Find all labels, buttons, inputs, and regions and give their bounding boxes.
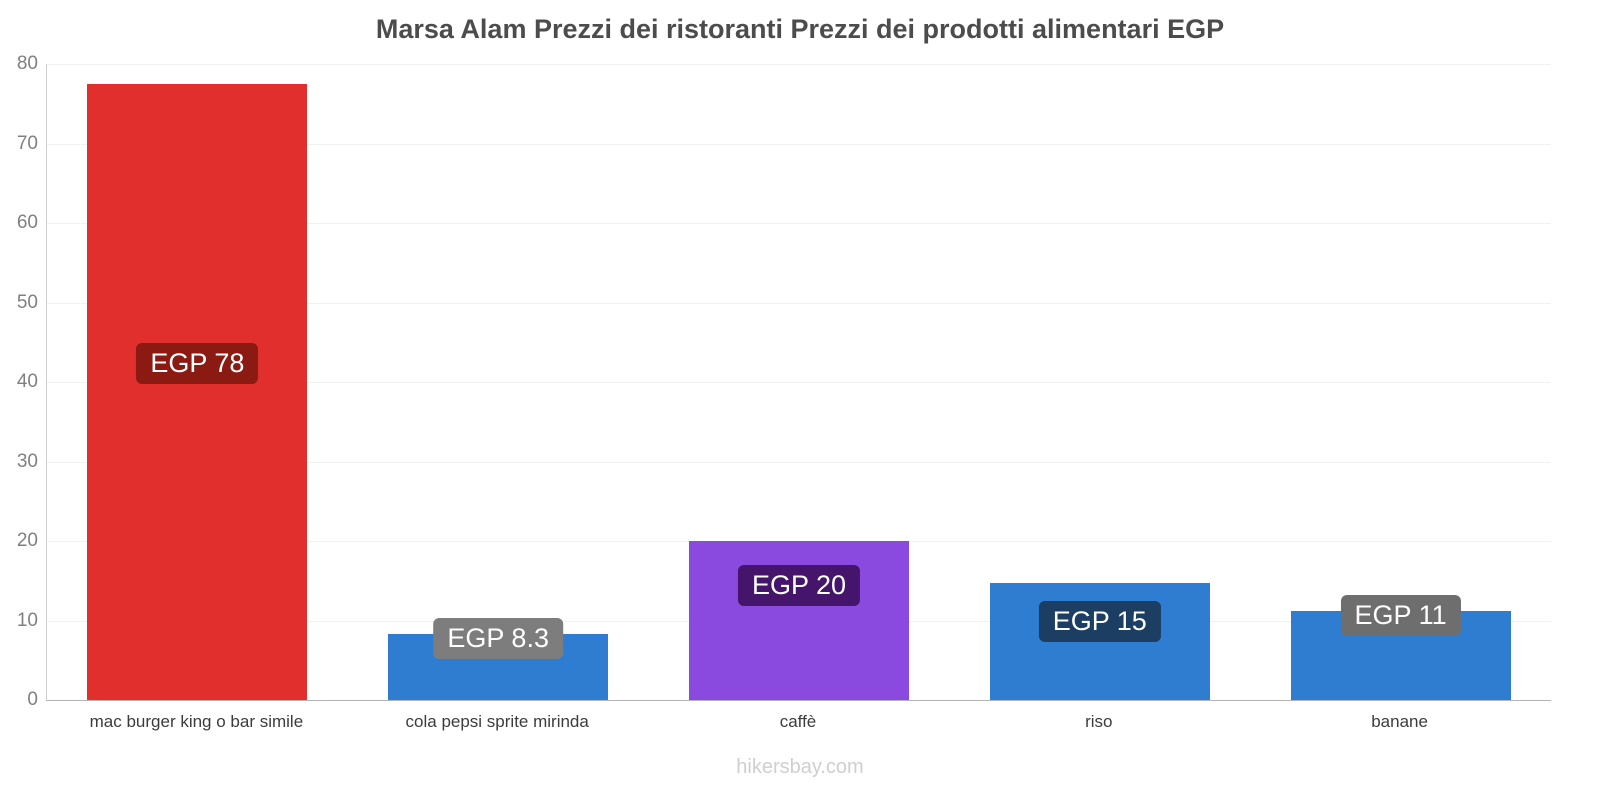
gridline bbox=[47, 223, 1551, 224]
bar-column: EGP 11 bbox=[1250, 64, 1551, 700]
bar-column: EGP 78 bbox=[47, 64, 348, 700]
x-category-label: banane bbox=[1371, 712, 1428, 731]
bar-1 bbox=[87, 83, 308, 700]
y-axis-tick-label: 50 bbox=[16, 291, 38, 313]
plot-area: EGP 78 EGP 8.3 EGP 20 EGP 15 EGP 11 bbox=[46, 64, 1551, 701]
bar-value-label: EGP 78 bbox=[136, 342, 259, 384]
x-category-label: mac burger king o bar simile bbox=[89, 712, 304, 731]
gridline bbox=[47, 64, 1551, 65]
x-category-label: riso bbox=[1085, 712, 1113, 731]
x-axis: mac burger king o bar simile cola pepsi s… bbox=[46, 712, 1550, 732]
y-axis-tick-label: 80 bbox=[16, 53, 38, 74]
x-category-label: cola pepsi sprite mirinda bbox=[405, 712, 589, 731]
gridline bbox=[47, 382, 1551, 383]
y-axis-tick-label: 30 bbox=[16, 450, 38, 472]
bars-group: EGP 78 EGP 8.3 EGP 20 EGP 15 EGP 11 bbox=[47, 64, 1551, 700]
bar-value-label: EGP 20 bbox=[737, 564, 861, 606]
y-axis-tick-label: 40 bbox=[16, 371, 38, 392]
watermark-text: hikersbay.com bbox=[736, 756, 864, 778]
bar-value-label: EGP 8.3 bbox=[433, 618, 563, 659]
bar-column: EGP 8.3 bbox=[348, 64, 649, 700]
y-axis: 0 10 20 30 40 50 60 70 80 bbox=[0, 53, 38, 710]
x-category-label: caffè bbox=[779, 712, 817, 731]
chart-area: 0 10 20 30 40 50 60 70 80 EGP 78 EGP 8.3 EGP 20 EGP… bbox=[0, 53, 1600, 764]
y-axis-tick-label: 10 bbox=[16, 609, 38, 631]
gridline bbox=[47, 302, 1551, 304]
y-axis-tick-label: 70 bbox=[16, 132, 38, 154]
chart-title: Marsa Alam Prezzi dei ristoranti Prezzi … bbox=[375, 14, 1225, 44]
bar-column: EGP 20 bbox=[649, 64, 950, 700]
y-axis-tick-label: 20 bbox=[16, 530, 38, 551]
y-axis-tick-label: 60 bbox=[16, 212, 38, 233]
bar-column: EGP 15 bbox=[949, 64, 1250, 700]
gridline bbox=[47, 143, 1551, 145]
bar-value-label: EGP 15 bbox=[1038, 600, 1161, 642]
bar-value-label: EGP 11 bbox=[1340, 594, 1461, 636]
y-axis-tick-label: 0 bbox=[27, 689, 38, 710]
gridline bbox=[47, 461, 1551, 463]
